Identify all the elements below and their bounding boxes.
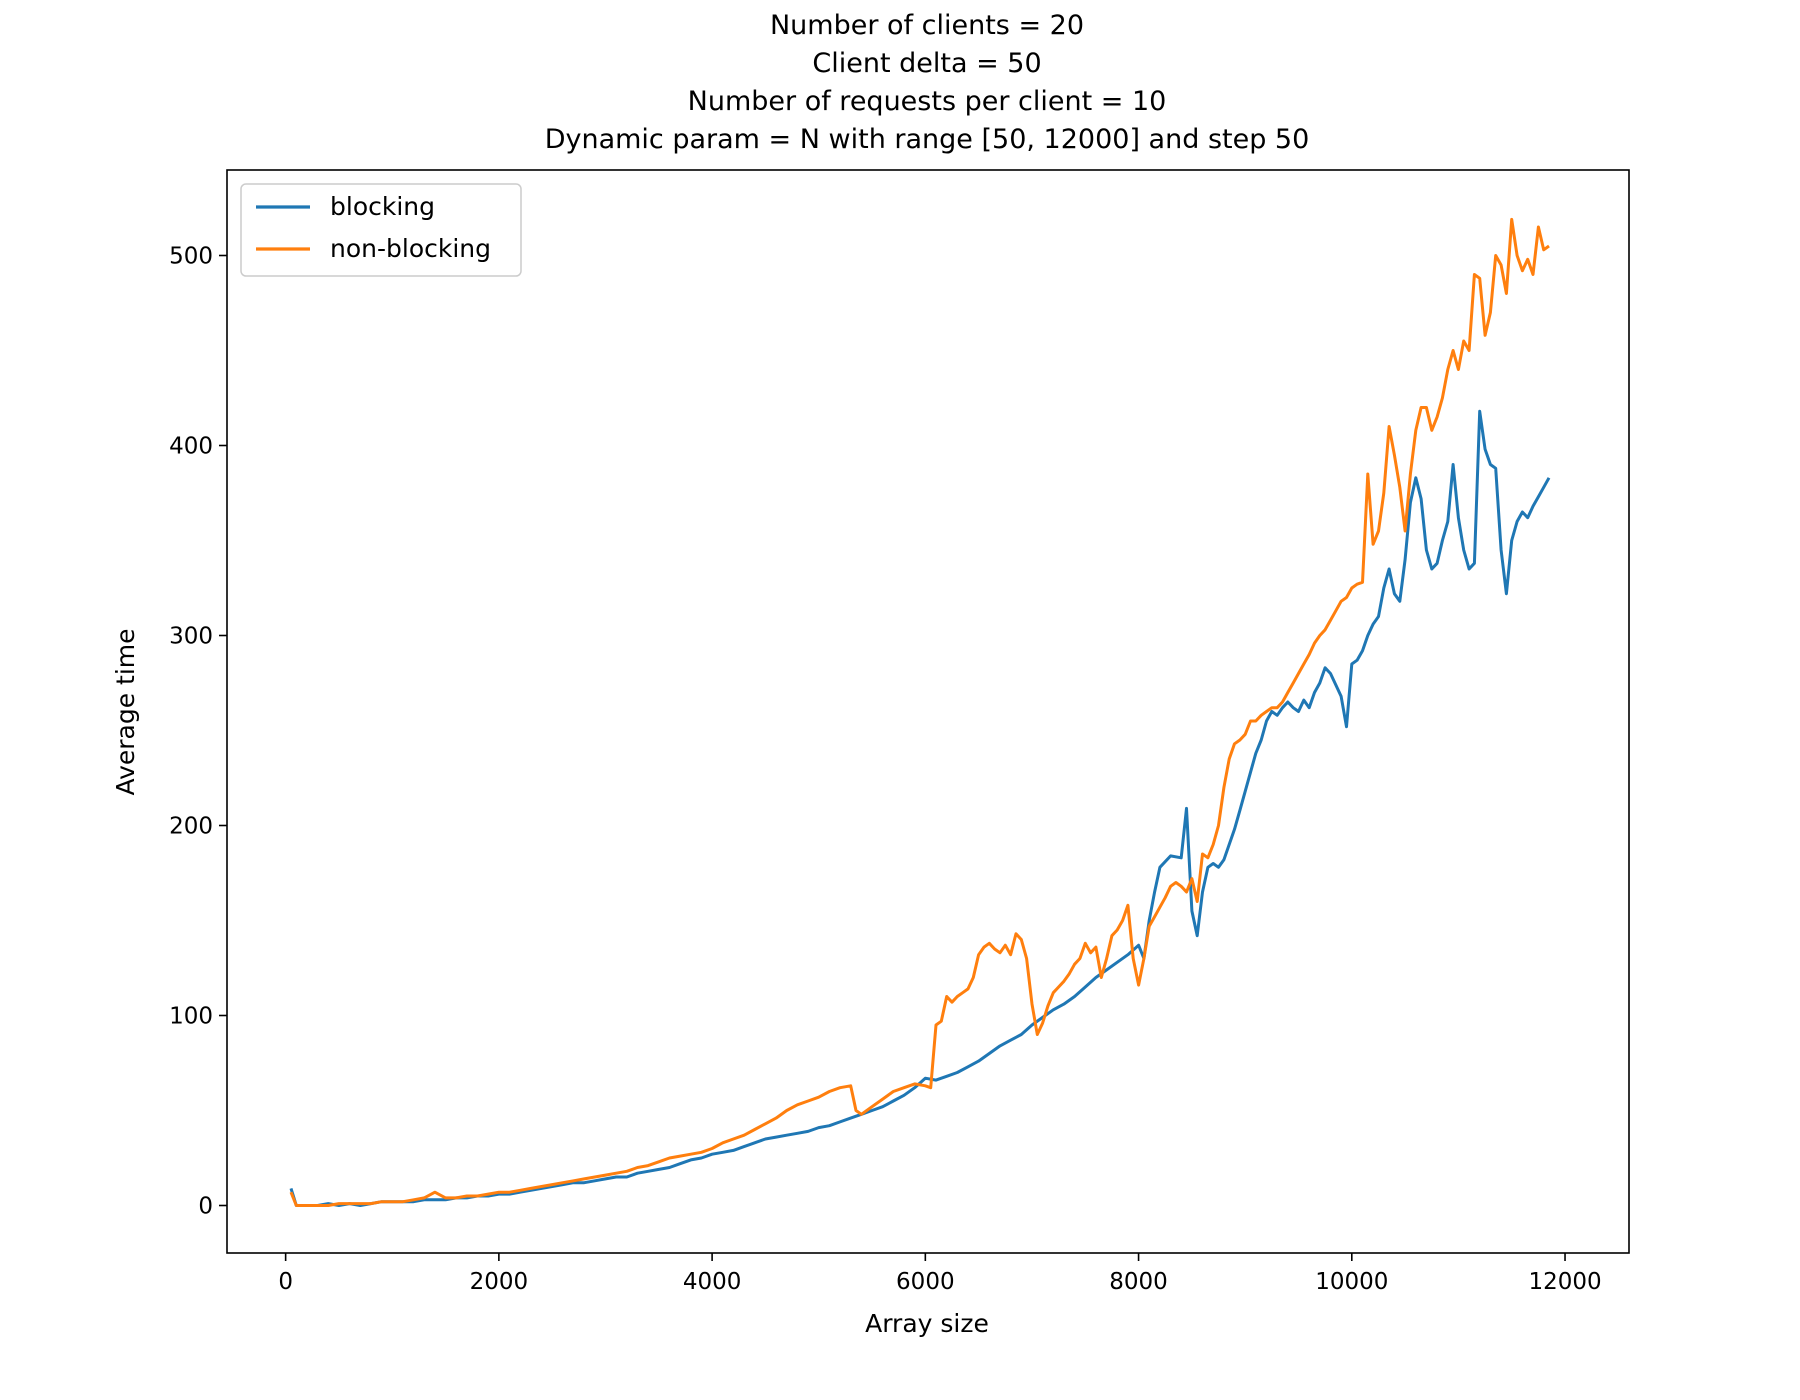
title-line-2: Client delta = 50 bbox=[812, 48, 1041, 79]
legend-label-blocking: blocking bbox=[330, 192, 435, 221]
x-tick-label: 0 bbox=[278, 1269, 293, 1295]
series-line-non-blocking bbox=[289, 217, 1550, 1207]
title-line-4: Dynamic param = N with range [50, 12000]… bbox=[545, 124, 1310, 155]
x-tick-label: 10000 bbox=[1315, 1269, 1388, 1295]
x-axis-label: Array size bbox=[865, 1309, 989, 1338]
x-tick-label: 8000 bbox=[1109, 1269, 1168, 1295]
y-tick-label: 100 bbox=[169, 1004, 213, 1030]
x-tick-label: 2000 bbox=[470, 1269, 529, 1295]
x-tick-label: 4000 bbox=[683, 1269, 742, 1295]
chart-title: Number of clients = 20 Client delta = 50… bbox=[545, 10, 1310, 155]
y-tick-label: 0 bbox=[198, 1194, 213, 1220]
y-tick-label: 500 bbox=[169, 244, 213, 270]
y-axis-label: Average time bbox=[111, 628, 140, 795]
legend-label-non-blocking: non-blocking bbox=[330, 234, 491, 263]
plot-frame bbox=[226, 169, 1630, 1254]
legend-box bbox=[240, 183, 522, 277]
y-tick-label: 400 bbox=[169, 434, 213, 460]
y-tick-label: 200 bbox=[169, 814, 213, 840]
axis-ticks: 0 2000 4000 6000 8000 10000 12000 0 100 200 300 400… bbox=[169, 244, 1602, 1296]
plot-lines bbox=[289, 217, 1551, 1207]
y-tick-label: 300 bbox=[169, 624, 213, 650]
legend: blocking non-blocking bbox=[240, 183, 522, 277]
title-line-1: Number of clients = 20 bbox=[770, 10, 1084, 41]
x-tick-label: 6000 bbox=[896, 1269, 955, 1295]
title-line-3: Number of requests per client = 10 bbox=[688, 86, 1167, 117]
x-tick-label: 12000 bbox=[1528, 1269, 1601, 1295]
series-line-blocking bbox=[289, 409, 1551, 1207]
